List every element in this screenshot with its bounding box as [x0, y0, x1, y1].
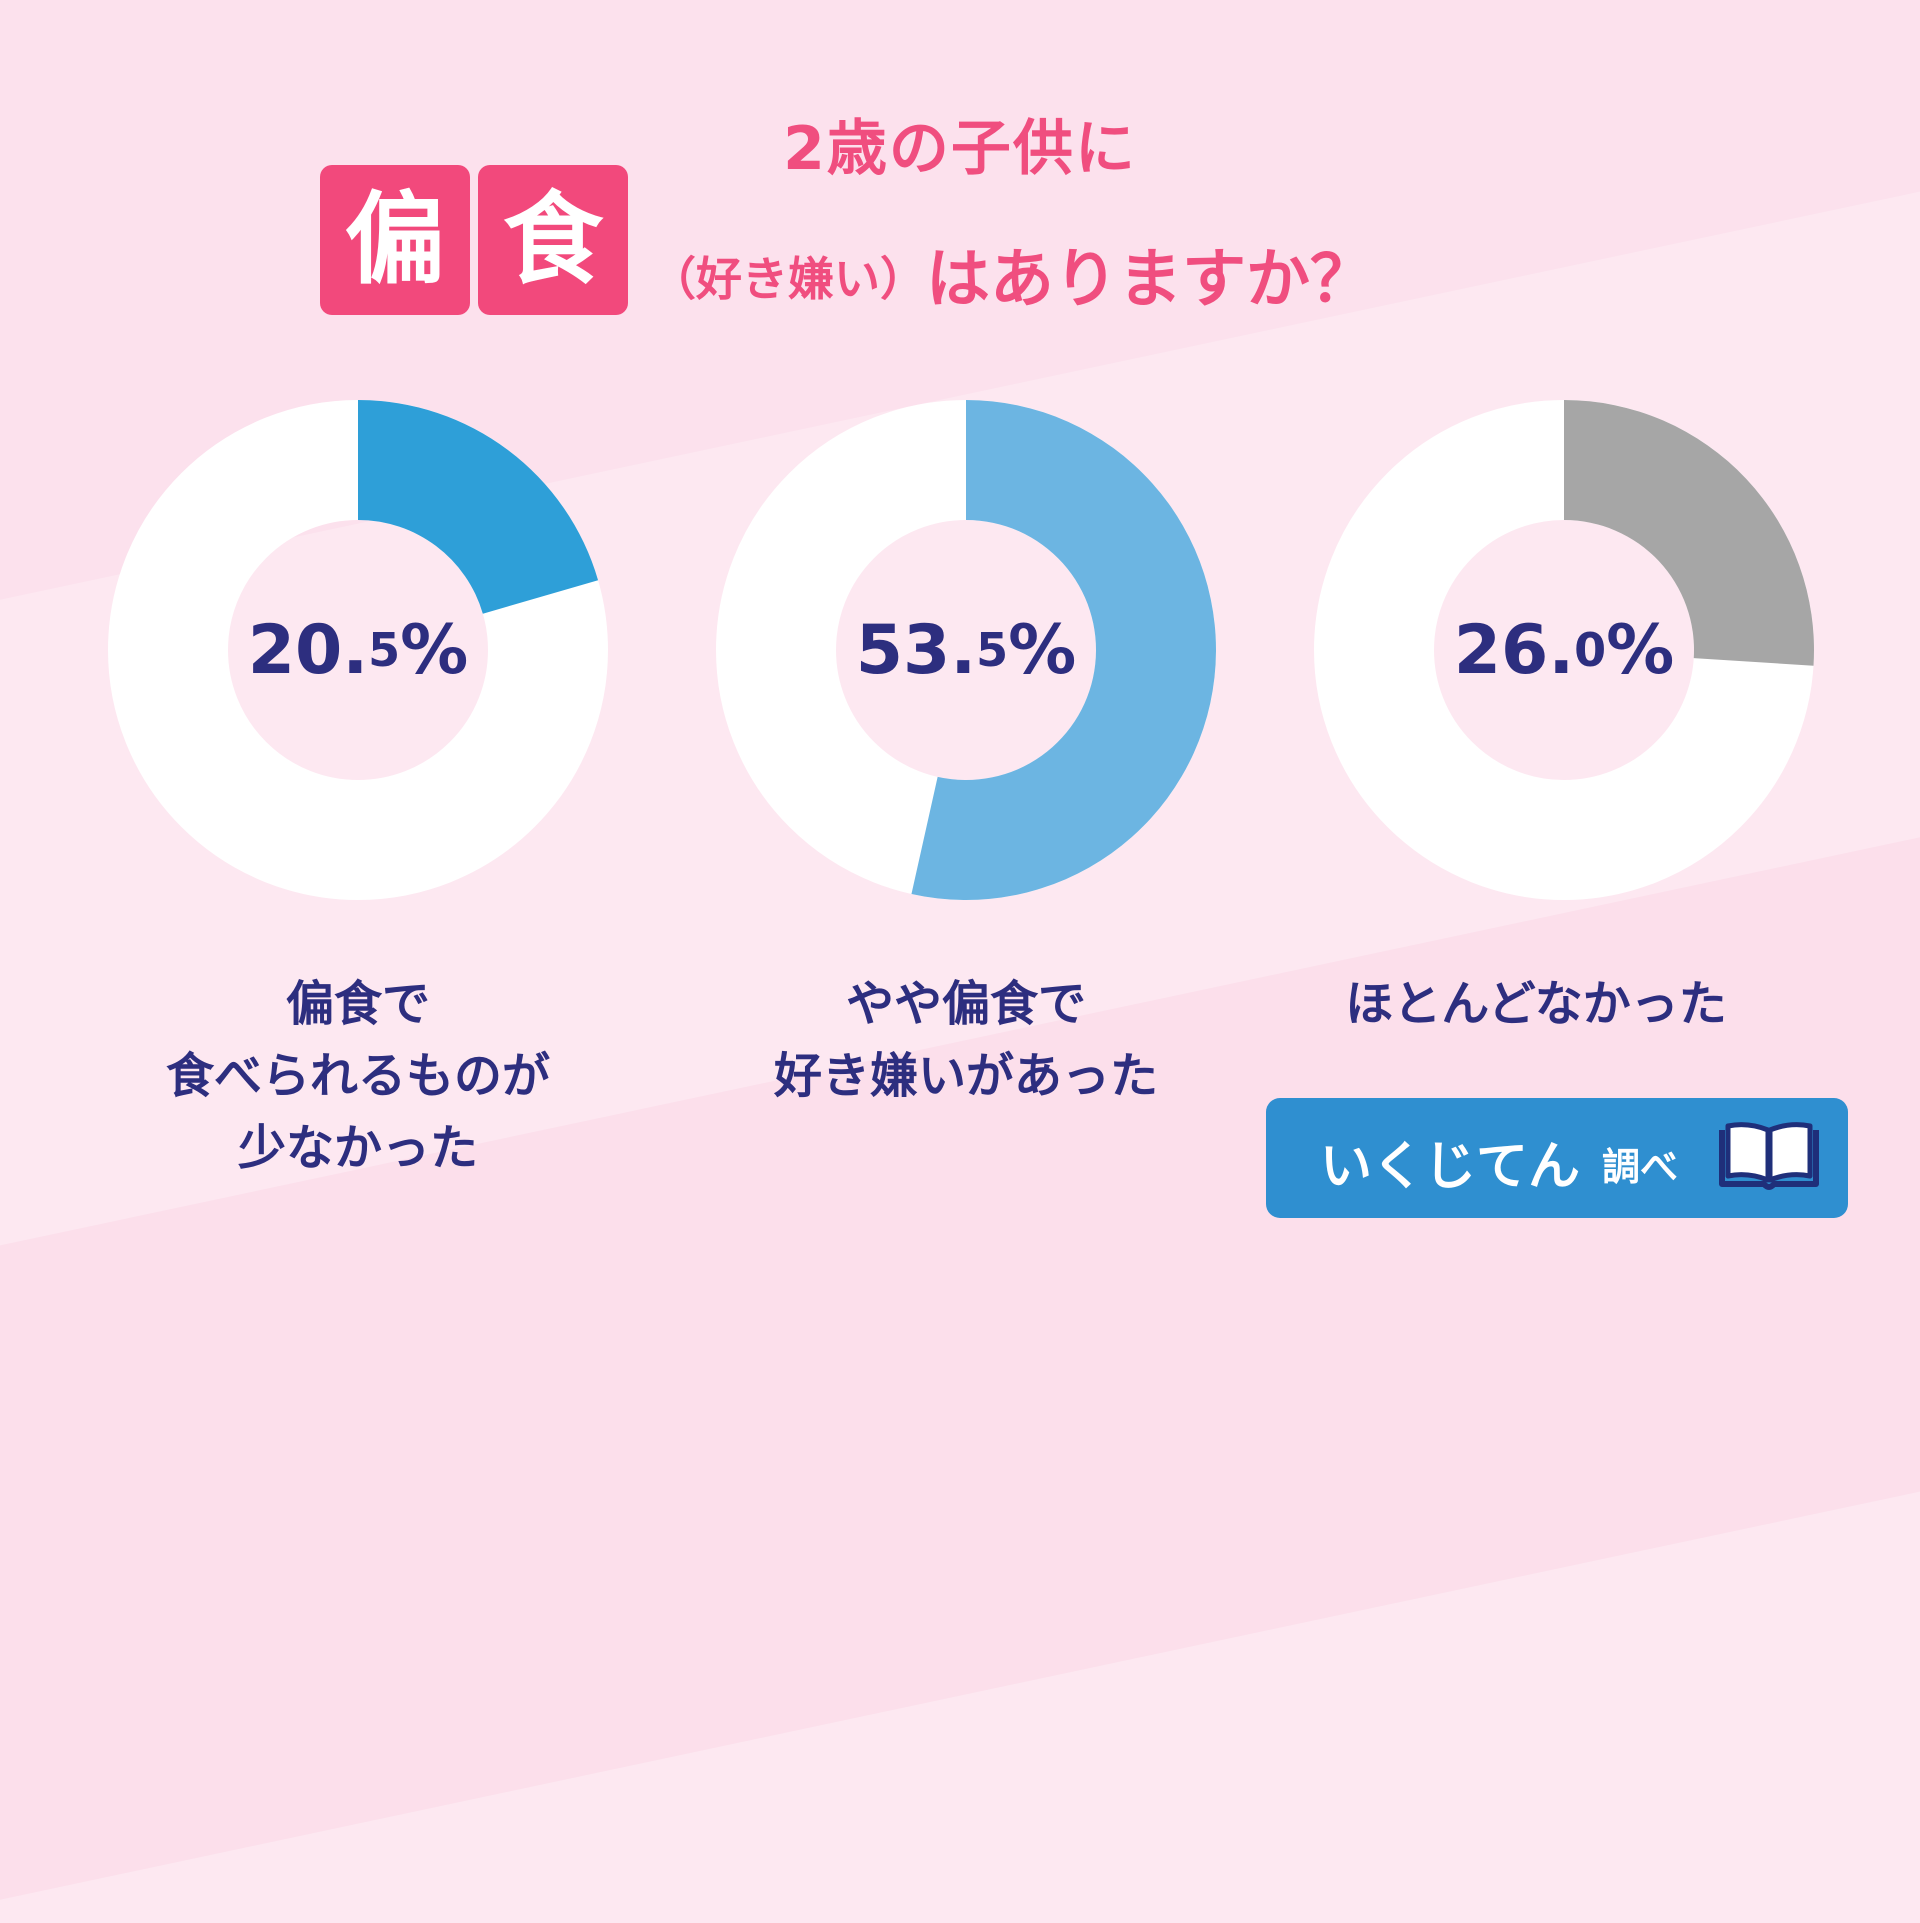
title-box-char-2: 食	[478, 165, 628, 315]
category-label-1-line-2: 食べられるものが	[165, 1048, 550, 1104]
title-paren-text: （好き嫌い）	[650, 252, 926, 306]
source-badge: いくじてん 調べ	[1266, 1098, 1848, 1218]
category-label-1-line-3: 少なかった	[237, 1120, 478, 1176]
category-label-1: 偏食で 食べられるものが 少なかった	[78, 968, 638, 1184]
donut-1-value-dec: 5	[368, 623, 401, 677]
donut-1-value-int: 20.	[247, 610, 369, 690]
background-band-bottom	[0, 797, 1920, 1923]
donut-2-value-int: 53.	[855, 610, 977, 690]
donut-3-value-unit: %	[1606, 610, 1675, 690]
donut-3-value-dec: 0	[1574, 623, 1607, 677]
donut-chart-1: 20. 5%	[98, 390, 618, 910]
donut-svg-3	[1314, 400, 1814, 900]
donut-chart-2: 53. 5%	[706, 390, 1226, 910]
category-label-2-line-1: やや偏食で	[845, 976, 1086, 1032]
title-box-char-1: 偏	[320, 165, 470, 315]
title-line-1: 2歳の子供に	[783, 114, 1137, 184]
donut-2-value-dec: 5	[976, 623, 1009, 677]
donut-3-percent: 26. 0%	[1304, 390, 1824, 910]
donut-svg-2	[716, 400, 1216, 900]
source-badge-name: いくじてん	[1320, 1137, 1581, 1197]
title-question-text: はありますか？	[926, 243, 1374, 317]
donut-chart-3: 26. 0%	[1304, 390, 1824, 910]
donut-1-percent: 20. 5%	[98, 390, 618, 910]
donut-2-segment	[911, 400, 1216, 900]
category-label-3: ほとんどなかった	[1256, 968, 1816, 1040]
category-label-1-line-1: 偏食で	[285, 976, 430, 1032]
donut-2-percent: 53. 5%	[706, 390, 1226, 910]
donut-svg-1	[108, 400, 608, 900]
category-label-3-line-1: ほとんどなかった	[1345, 976, 1727, 1032]
title-line-2: （好き嫌い）はありますか？	[650, 228, 1650, 320]
category-label-2: やや偏食で 好き嫌いがあった	[686, 968, 1246, 1112]
source-badge-sub: 調べ	[1602, 1145, 1679, 1189]
donut-3-segment	[1564, 400, 1814, 666]
book-icon	[1719, 1122, 1819, 1190]
donut-1-value-unit: %	[400, 610, 469, 690]
donut-2-value-unit: %	[1008, 610, 1077, 690]
donut-1-segment	[358, 400, 599, 614]
category-label-2-line-2: 好き嫌いがあった	[773, 1048, 1158, 1104]
donut-3-value-int: 26.	[1453, 610, 1575, 690]
